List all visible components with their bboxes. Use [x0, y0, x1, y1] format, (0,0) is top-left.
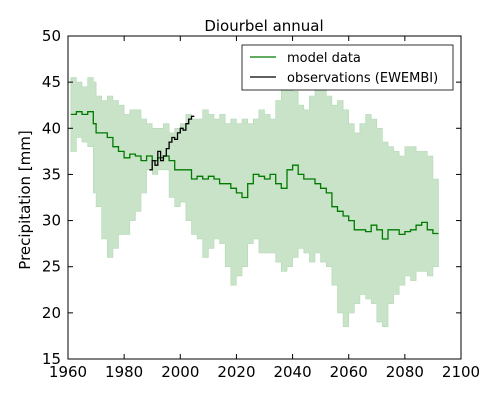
model-data-line — [70, 111, 439, 240]
x-tick-label: 2000 — [161, 363, 199, 381]
y-tick-label: 35 — [42, 165, 61, 183]
x-tick-label: 2060 — [330, 363, 368, 381]
x-tick-label: 1960 — [49, 363, 87, 381]
y-tick-label: 50 — [42, 27, 61, 45]
y-tick-label: 20 — [42, 304, 61, 322]
y-tick-label: 45 — [42, 73, 61, 91]
x-tick-label: 1980 — [105, 363, 143, 381]
y-tick-label: 40 — [42, 119, 61, 137]
legend-label: model data — [287, 51, 361, 66]
y-tick-label: 30 — [42, 212, 61, 230]
axes: 1960 1980 2000 2020 2040 2060 2080 2100 15 20 25 30… — [42, 27, 480, 381]
legend-box — [241, 44, 454, 91]
x-tick-label: 2020 — [217, 363, 255, 381]
y-tick-label: 15 — [42, 350, 61, 368]
x-tick-label: 2040 — [273, 363, 311, 381]
legend-label: observations (EWEMBI) — [287, 71, 438, 86]
x-tick-label: 2100 — [442, 363, 480, 381]
y-axis-label: Precipitation [mm] — [16, 130, 34, 269]
model-range-band — [70, 58, 439, 328]
y-tick-label: 25 — [42, 258, 61, 276]
x-tick-label: 2080 — [386, 363, 424, 381]
chart-title: Diourbel annual — [204, 17, 323, 35]
observations-line — [149, 115, 195, 171]
plot-frame — [67, 35, 462, 360]
legend: model data observations (EWEMBI) — [241, 44, 454, 91]
plot-area — [70, 58, 439, 328]
